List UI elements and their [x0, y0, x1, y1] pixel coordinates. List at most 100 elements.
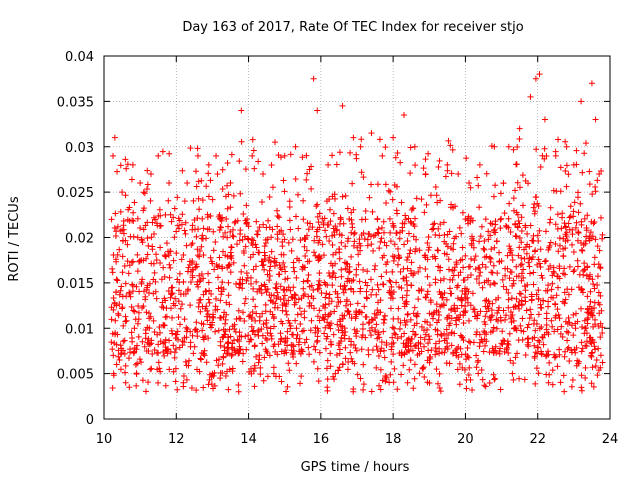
y-tick-label: 0.04	[65, 50, 94, 65]
data-point	[505, 349, 512, 356]
data-point	[368, 181, 375, 188]
data-point	[178, 221, 185, 228]
data-point	[223, 311, 230, 318]
data-point	[160, 321, 167, 328]
data-point	[266, 277, 273, 284]
data-point	[218, 217, 225, 224]
data-point	[144, 284, 151, 291]
data-point	[464, 274, 471, 281]
data-point	[275, 271, 282, 278]
data-point	[550, 268, 557, 275]
data-point	[364, 236, 371, 243]
data-point	[172, 295, 179, 302]
data-point	[562, 238, 569, 245]
data-point	[436, 350, 443, 357]
data-point	[110, 352, 117, 359]
data-point	[225, 191, 232, 198]
data-point	[339, 329, 346, 336]
data-point	[239, 236, 246, 243]
data-point	[310, 287, 317, 294]
data-point	[200, 384, 207, 391]
data-point	[510, 360, 517, 367]
data-point	[582, 364, 589, 371]
data-point	[516, 234, 523, 241]
data-point	[135, 303, 142, 310]
data-point	[578, 98, 585, 105]
data-point	[458, 230, 465, 237]
data-point	[374, 281, 381, 288]
data-point	[285, 284, 292, 291]
data-point	[578, 246, 585, 253]
data-point	[515, 218, 522, 225]
data-point	[465, 372, 472, 379]
data-point	[506, 330, 513, 337]
data-point	[282, 268, 289, 275]
data-point	[412, 331, 419, 338]
data-point	[342, 192, 349, 199]
data-point	[219, 279, 226, 286]
data-point	[522, 224, 529, 231]
data-point	[560, 372, 567, 379]
data-point	[452, 317, 459, 324]
data-point	[142, 222, 149, 229]
data-point	[316, 270, 323, 277]
data-point	[124, 241, 131, 248]
data-point	[493, 238, 500, 245]
data-point	[393, 230, 400, 237]
data-point	[516, 244, 523, 251]
data-point	[488, 307, 495, 314]
data-point	[341, 259, 348, 266]
data-point	[412, 248, 419, 255]
data-point	[561, 289, 568, 296]
data-point	[413, 313, 420, 320]
data-point	[425, 340, 432, 347]
data-point	[297, 320, 304, 327]
data-point	[456, 360, 463, 367]
data-point	[481, 318, 488, 325]
data-point	[170, 368, 177, 375]
data-point	[115, 312, 122, 319]
data-point	[303, 247, 310, 254]
data-point	[271, 323, 278, 330]
data-point	[117, 287, 124, 294]
data-point	[225, 339, 232, 346]
data-point	[336, 220, 343, 227]
data-point	[404, 281, 411, 288]
data-point	[554, 306, 561, 313]
data-point	[312, 346, 319, 353]
data-point	[442, 173, 449, 180]
data-point	[485, 228, 492, 235]
data-point	[518, 214, 525, 221]
data-point	[375, 309, 382, 316]
data-point	[281, 300, 288, 307]
data-point	[209, 313, 216, 320]
data-point	[481, 328, 488, 335]
data-point	[237, 281, 244, 288]
data-point	[476, 238, 483, 245]
data-point	[445, 266, 452, 273]
data-point	[467, 184, 474, 191]
data-point	[391, 365, 398, 372]
data-point	[565, 344, 572, 351]
data-point	[117, 351, 124, 358]
data-point	[528, 311, 535, 318]
data-point	[329, 269, 336, 276]
data-point	[256, 285, 263, 292]
data-point	[510, 146, 517, 153]
data-point	[597, 265, 604, 272]
data-point	[500, 307, 507, 314]
data-point	[468, 255, 475, 262]
data-point	[139, 276, 146, 283]
data-point	[407, 218, 414, 225]
data-point	[504, 344, 511, 351]
data-point	[539, 152, 546, 159]
data-point	[516, 375, 523, 382]
data-point	[505, 304, 512, 311]
data-point	[443, 296, 450, 303]
data-point	[388, 358, 395, 365]
data-point	[174, 194, 181, 201]
data-point	[297, 350, 304, 357]
data-point	[464, 345, 471, 352]
data-point	[289, 236, 296, 243]
data-point	[143, 255, 150, 262]
